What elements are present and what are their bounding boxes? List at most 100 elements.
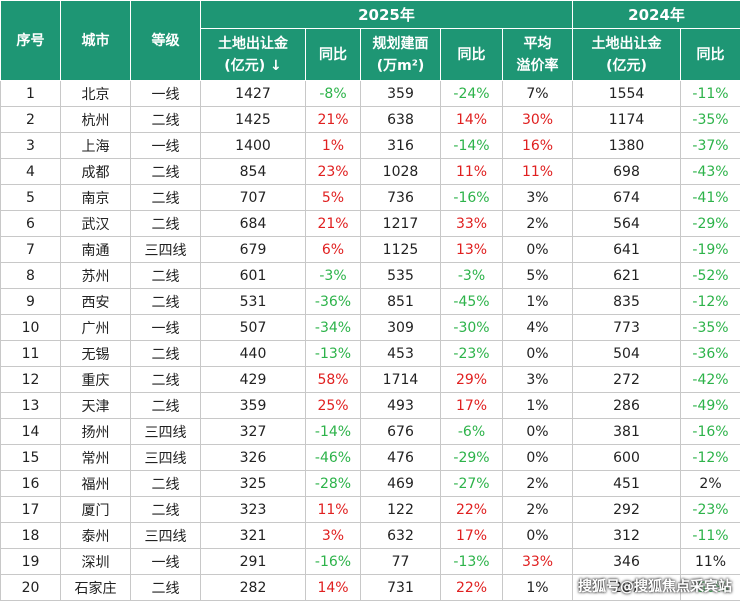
table-cell: 5% <box>305 184 361 211</box>
table-cell: 23% <box>305 158 361 185</box>
table-cell: 二线 <box>130 210 201 237</box>
table-cell: 北京 <box>60 80 131 107</box>
table-cell: 11% <box>440 158 503 185</box>
table-cell: -23% <box>680 496 740 523</box>
table-cell: 2% <box>501 496 574 523</box>
table-cell: 广州 <box>60 314 131 341</box>
table-row: 7 南通 三四线 679 6% 1125 13% 0% 641 -19% <box>0 236 740 263</box>
table-cell: 三四线 <box>130 522 201 549</box>
table-row: 8 苏州 二线 601 -3% 535 -3% 5% 621 -52% <box>0 262 740 289</box>
table-cell: -50% <box>680 574 740 601</box>
table-cell: 1425 <box>200 106 306 133</box>
table-cell: 苏州 <box>60 262 131 289</box>
table-cell: 507 <box>200 314 306 341</box>
table-cell: 二线 <box>130 496 201 523</box>
table-cell: 1 <box>0 80 61 107</box>
table-cell: 一线 <box>130 80 201 107</box>
table-cell: 3% <box>305 522 361 549</box>
table-cell: 325 <box>200 470 306 497</box>
table-cell: 327 <box>200 418 306 445</box>
table-cell: 851 <box>360 288 441 315</box>
table-cell: 11% <box>680 548 740 575</box>
table-cell: 一线 <box>130 314 201 341</box>
table-cell: 6 <box>0 210 61 237</box>
table-cell: 429 <box>200 366 306 393</box>
table-cell: 2% <box>501 470 574 497</box>
table-cell: 8 <box>0 262 61 289</box>
table-cell: -14% <box>440 132 503 159</box>
table-cell: -13% <box>440 548 503 575</box>
table-cell: 17% <box>440 392 503 419</box>
table-cell: 泰州 <box>60 522 131 549</box>
table-cell: -29% <box>680 210 740 237</box>
table-cell: 2% <box>501 210 574 237</box>
table-cell: 272 <box>572 366 682 393</box>
table-cell: -45% <box>440 288 503 315</box>
table-cell: 19 <box>0 548 61 575</box>
header-line: (亿元) ↓ <box>224 57 282 74</box>
table-cell: 286 <box>572 392 682 419</box>
table-cell: 16 <box>0 470 61 497</box>
table-cell: 707 <box>200 184 306 211</box>
table-cell: 二线 <box>130 392 201 419</box>
table-cell: 312 <box>572 522 682 549</box>
watermark: 搜狐号@搜狐焦点采宾站 <box>578 579 732 595</box>
header-line: 土地出让金 <box>591 35 662 52</box>
table-cell: -36% <box>680 340 740 367</box>
table-cell: 4% <box>501 314 574 341</box>
header-cell: 序号 <box>0 0 61 81</box>
table-cell: 564 <box>572 210 682 237</box>
table-cell: 11% <box>305 496 361 523</box>
table-cell: 福州 <box>60 470 131 497</box>
table-cell: 736 <box>360 184 441 211</box>
table-cell: -8% <box>305 80 361 107</box>
table-cell: 17 <box>0 496 61 523</box>
table-cell: 11 <box>0 340 61 367</box>
table-cell: 二线 <box>130 366 201 393</box>
table-row: 1 北京 一线 1427 -8% 359 -24% 7% 1554 -11% <box>0 80 740 107</box>
table-cell: 三四线 <box>130 444 201 471</box>
table-cell: 3% <box>501 366 574 393</box>
header-line: 规划建面 <box>372 35 429 52</box>
table-cell: 二线 <box>130 340 201 367</box>
table-cell: 1% <box>501 288 574 315</box>
table-cell: -16% <box>680 418 740 445</box>
year-header: 2025年 <box>199 0 574 29</box>
table-cell: 621 <box>572 262 682 289</box>
table-row: 17 厦门 二线 323 11% 122 22% 2% 292 -23% <box>0 496 740 523</box>
table-cell: 309 <box>360 314 441 341</box>
table-cell: 292 <box>572 496 682 523</box>
table-cell: 346 <box>572 548 682 575</box>
table-cell: 17% <box>440 522 503 549</box>
table-cell: 11% <box>501 158 574 185</box>
table-cell: 二线 <box>130 106 201 133</box>
table-cell: 1380 <box>572 132 682 159</box>
table-row: 11 无锡 二线 440 -13% 453 -23% 0% 504 -36% <box>0 340 740 367</box>
table-cell: 600 <box>572 444 682 471</box>
table-cell: 1% <box>501 574 574 601</box>
table-cell: 1400 <box>200 132 306 159</box>
table-cell: 南京 <box>60 184 131 211</box>
header-line: 平均 <box>523 35 552 52</box>
table-cell: 5% <box>501 262 574 289</box>
table-cell: 381 <box>572 418 682 445</box>
table-cell: -52% <box>680 262 740 289</box>
table-cell: 531 <box>200 288 306 315</box>
table-cell: 122 <box>360 496 441 523</box>
table-cell: 无锡 <box>60 340 131 367</box>
table-cell: 326 <box>200 444 306 471</box>
table-cell: -16% <box>440 184 503 211</box>
table-cell: 451 <box>572 470 682 497</box>
table-cell: 天津 <box>60 392 131 419</box>
table-cell: 1217 <box>360 210 441 237</box>
table-cell: 二线 <box>130 288 201 315</box>
table-cell: 三四线 <box>130 418 201 445</box>
table-row: 6 武汉 二线 684 21% 1217 33% 2% 564 -29% <box>0 210 740 237</box>
table-cell: 21% <box>305 106 361 133</box>
table-cell: 12 <box>0 366 61 393</box>
table-cell: 深圳 <box>60 548 131 575</box>
table-cell: 835 <box>572 288 682 315</box>
table-row: 2 杭州 二线 1425 21% 638 14% 30% 1174 -35% <box>0 106 740 133</box>
table-cell: -3% <box>305 262 361 289</box>
